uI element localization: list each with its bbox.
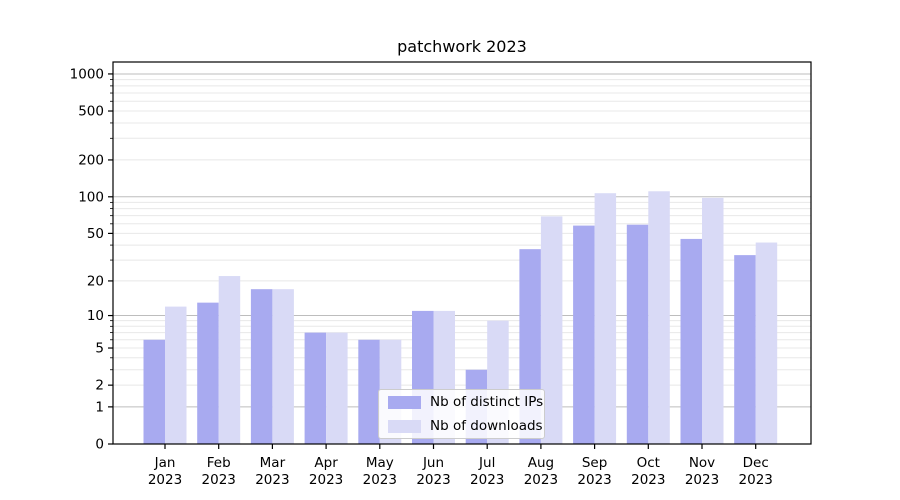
y-axis-tick-label: 1 [95, 399, 104, 415]
y-axis-tick-label: 20 [87, 273, 104, 289]
x-axis-tick-label-month: Jul [478, 455, 495, 471]
x-axis-tick-label-month: Feb [207, 455, 231, 471]
x-axis-tick-label-year: 2023 [470, 472, 504, 488]
x-axis-tick-label-year: 2023 [524, 472, 558, 488]
bar-downloads-feb [218, 276, 241, 444]
x-axis-tick-label-month: Nov [689, 455, 715, 471]
y-axis-tick-label: 5 [95, 341, 104, 357]
legend-item-distinct-ips: Nb of distinct IPs [388, 394, 544, 410]
y-axis-tick-label: 2 [95, 378, 104, 394]
bar-distinct-ips-jan [143, 339, 165, 444]
bar-downloads-dec [755, 242, 778, 444]
bar-downloads-nov [702, 197, 724, 444]
y-axis-tick-label: 50 [87, 226, 104, 242]
bar-downloads-aug [540, 216, 563, 444]
bar-downloads-sep [594, 193, 617, 444]
x-axis-tick-label-year: 2023 [202, 472, 236, 488]
legend-swatch-distinct-ips [388, 395, 421, 409]
bar-distinct-ips-sep [573, 225, 595, 444]
x-axis-tick-label-month: Sep [582, 455, 607, 471]
bar-distinct-ips-mar [250, 289, 273, 444]
legend-swatch-downloads [388, 419, 421, 433]
x-axis-tick-label-month: Apr [314, 455, 338, 471]
x-axis-tick-label-month: Jun [422, 455, 444, 471]
x-axis-tick-label-year: 2023 [685, 472, 719, 488]
chart-title: patchwork 2023 [397, 37, 527, 56]
x-axis-tick-label-month: Jan [154, 455, 176, 471]
axes-frame [112, 61, 812, 445]
x-axis-tick-label-year: 2023 [577, 472, 611, 488]
x-axis-tick-label-month: May [366, 455, 394, 471]
bar-distinct-ips-apr [304, 332, 327, 444]
bar-downloads-mar [272, 289, 294, 444]
bar-distinct-ips-may [358, 339, 380, 444]
legend-label-distinct-ips: Nb of distinct IPs [430, 394, 544, 410]
bar-downloads-apr [326, 332, 348, 444]
y-axis-tick-label: 10 [87, 308, 104, 324]
bar-distinct-ips-dec [734, 255, 756, 444]
bar-distinct-ips-feb [197, 302, 219, 444]
x-axis-tick-label-year: 2023 [255, 472, 289, 488]
bar-downloads-oct [648, 191, 670, 444]
x-axis-tick-label-month: Mar [260, 455, 286, 471]
x-axis-tick-label-year: 2023 [363, 472, 397, 488]
x-axis-tick-label-year: 2023 [631, 472, 665, 488]
y-axis-tick-label: 200 [78, 152, 104, 168]
x-axis-tick-label-year: 2023 [739, 472, 773, 488]
x-axis-tick-label-month: Oct [637, 455, 660, 471]
y-axis-tick-label: 100 [78, 189, 104, 205]
y-axis-tick-label: 0 [95, 437, 104, 453]
legend-label-downloads: Nb of downloads [430, 418, 543, 434]
x-axis-tick-label-year: 2023 [309, 472, 343, 488]
x-axis-tick-label-month: Dec [743, 455, 769, 471]
legend-item-downloads: Nb of downloads [388, 418, 544, 434]
x-axis-tick-label-month: Aug [528, 455, 554, 471]
y-axis-tick-label: 1000 [70, 66, 104, 82]
bar-distinct-ips-nov [680, 238, 702, 444]
bar-downloads-jan [165, 306, 187, 444]
bar-distinct-ips-oct [626, 224, 649, 444]
x-axis-tick-label-year: 2023 [148, 472, 182, 488]
legend: Nb of distinct IPs Nb of downloads [378, 389, 545, 439]
x-axis-tick-label-year: 2023 [416, 472, 450, 488]
y-axis-tick-label: 500 [78, 104, 104, 120]
